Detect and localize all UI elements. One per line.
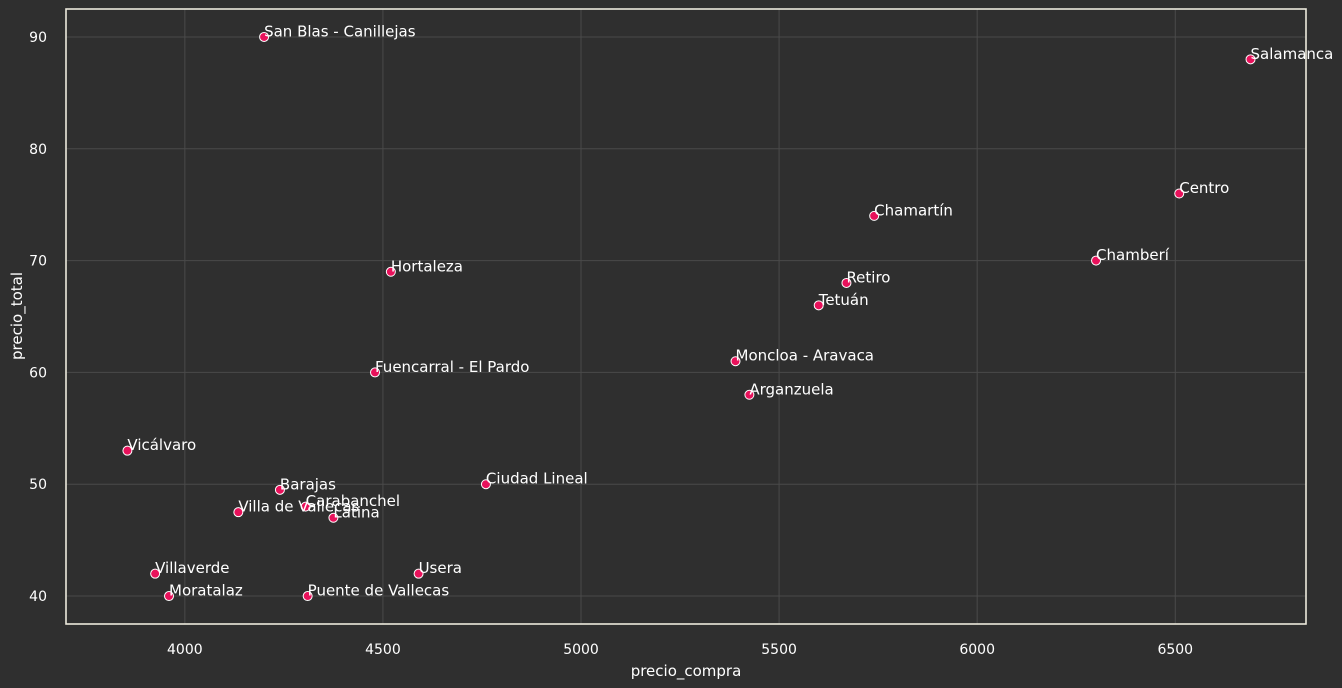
data-point: [164, 591, 175, 602]
data-point: [813, 300, 824, 311]
data-point: [413, 568, 424, 579]
data-point: [302, 591, 313, 602]
x-tick-label: 5000: [563, 642, 599, 658]
y-tick-label: 60: [29, 365, 47, 381]
point-label: Usera: [419, 559, 462, 577]
point-label: Vicálvaro: [127, 436, 196, 454]
data-point: [274, 484, 285, 495]
x-tick-label: 4000: [167, 642, 203, 658]
y-tick-label: 40: [29, 589, 47, 605]
point-label: Carabanchel: [306, 492, 400, 510]
point-label: Ciudad Lineal: [486, 470, 588, 488]
data-point: [122, 445, 133, 456]
x-tick-label: 6500: [1157, 642, 1193, 658]
point-label: Latina: [333, 503, 379, 521]
data-point: [1091, 255, 1102, 266]
data-point: [300, 501, 311, 512]
data-point: [385, 266, 396, 277]
data-point: [841, 277, 852, 288]
point-label: Villa de Vallecas: [238, 498, 359, 516]
y-tick-label: 80: [29, 142, 47, 158]
y-tick-label: 90: [29, 30, 47, 46]
y-tick-label: 70: [29, 254, 47, 270]
data-point: [328, 512, 339, 523]
data-point: [730, 356, 741, 367]
point-label: Salamanca: [1251, 45, 1334, 63]
point-label: San Blas - Canillejas: [264, 22, 416, 40]
data-point: [259, 31, 270, 42]
data-point: [1245, 54, 1256, 65]
data-point: [370, 367, 381, 378]
y-axis-ticks: 40 50 60 70 80 90: [29, 30, 47, 605]
data-points: [122, 31, 1256, 602]
x-axis-ticks: 4000 4500 5000 5500 6000 6500: [167, 642, 1193, 658]
data-point: [869, 210, 880, 221]
point-label: Tetuán: [818, 291, 869, 309]
point-label: Hortaleza: [391, 257, 463, 275]
point-label: Villaverde: [155, 559, 229, 577]
point-label: Puente de Vallecas: [308, 582, 450, 600]
point-label: Moncloa - Aravaca: [736, 347, 875, 365]
x-tick-label: 4500: [365, 642, 401, 658]
data-point: [233, 507, 244, 518]
y-axis-label: precio_total: [8, 272, 27, 360]
x-tick-label: 5500: [761, 642, 797, 658]
point-label: Chamberí: [1096, 246, 1170, 264]
point-label: Arganzuela: [749, 380, 833, 398]
x-axis-label: precio_compra: [631, 662, 742, 681]
point-labels: San Blas - Canillejas Salamanca Centro Cham…: [127, 22, 1333, 599]
point-label: Barajas: [280, 475, 336, 493]
point-label: Centro: [1179, 179, 1229, 197]
data-point: [744, 389, 755, 400]
plot-frame: [65, 8, 1307, 625]
point-label: Moratalaz: [169, 582, 243, 600]
point-label: Retiro: [846, 268, 890, 286]
y-tick-label: 50: [29, 477, 47, 493]
data-point: [150, 568, 161, 579]
x-tick-label: 6000: [959, 642, 995, 658]
point-label: Fuencarral - El Pardo: [375, 358, 529, 376]
data-point: [1174, 188, 1185, 199]
data-point: [480, 479, 491, 490]
point-label: Chamartín: [874, 201, 953, 219]
